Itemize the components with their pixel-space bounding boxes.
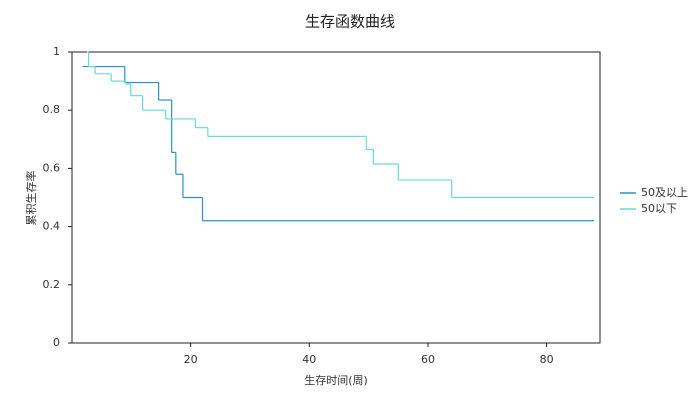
- y-tick-label: 0.6: [43, 161, 61, 174]
- legend-label: 50及以上: [641, 186, 688, 199]
- y-tick-label: 0.2: [43, 278, 61, 291]
- x-tick-label: 40: [302, 353, 316, 366]
- x-tick-label: 80: [540, 353, 554, 366]
- y-tick-label: 1: [53, 45, 60, 58]
- x-tick-label: 60: [421, 353, 435, 366]
- chart-title: 生存函数曲线: [305, 13, 395, 31]
- y-tick-label: 0.8: [43, 103, 61, 116]
- x-axis-label: 生存时间(周): [304, 373, 368, 387]
- x-tick-label: 20: [184, 353, 198, 366]
- y-tick-label: 0.4: [43, 220, 61, 233]
- plot-frame: [71, 51, 601, 344]
- legend-label: 50以下: [641, 202, 677, 215]
- y-axis-label: 累积生存率: [24, 171, 38, 226]
- y-tick-label: 0: [53, 336, 60, 349]
